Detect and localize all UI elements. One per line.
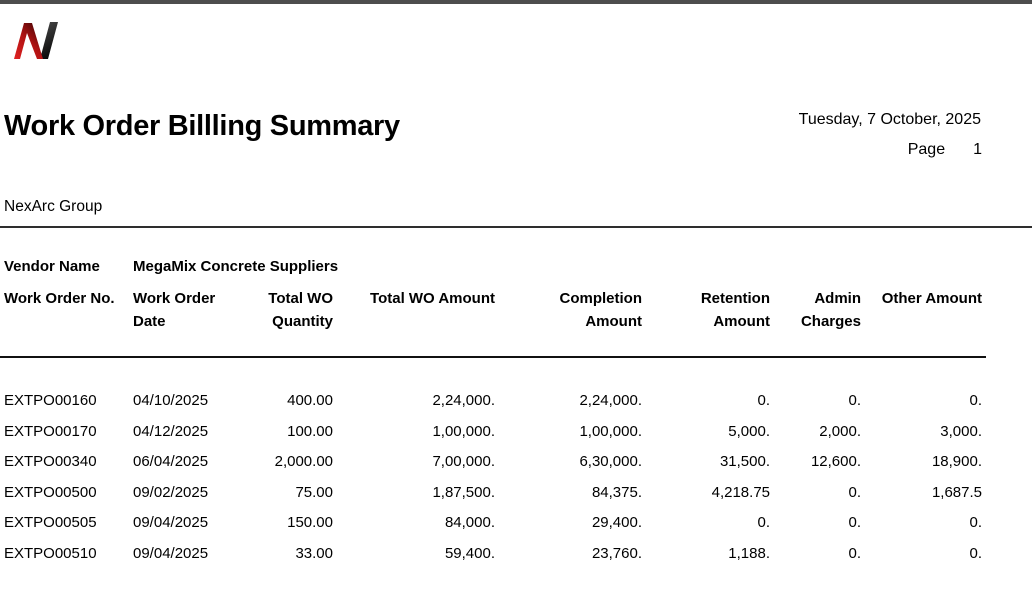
cell-work-order-no: EXTPO00510 — [4, 544, 97, 562]
table-row: EXTPO00340 06/04/2025 2,000.00 7,00,000.… — [4, 447, 982, 478]
report-title: Work Order Billling Summary — [4, 110, 400, 142]
cell-other-amount: 3,000. — [940, 422, 982, 440]
cell-work-order-date: 09/02/2025 — [133, 483, 209, 501]
page-label: Page — [907, 141, 946, 158]
company-divider — [0, 226, 1032, 228]
vendor-name-label: Vendor Name — [4, 258, 100, 275]
cell-admin-charges: 0. — [848, 483, 861, 501]
cell-total-wo-quantity: 150.00 — [287, 514, 333, 532]
cell-completion-amount: 23,760. — [591, 544, 642, 562]
col-header-completion-amount: Completion Amount — [559, 290, 643, 330]
cell-work-order-no: EXTPO00340 — [4, 453, 97, 471]
cell-retention-amount: 4,218.75 — [711, 483, 770, 501]
cell-completion-amount: 84,375. — [591, 483, 642, 501]
cell-total-wo-amount: 2,24,000. — [432, 392, 495, 409]
cell-admin-charges: 12,600. — [810, 453, 861, 471]
col-header-admin-charges: Admin Charges — [800, 290, 861, 330]
cell-work-order-no: EXTPO00500 — [4, 483, 97, 501]
page-indicator: Page 1 — [908, 141, 982, 159]
cell-work-order-no: EXTPO00505 — [4, 514, 97, 532]
cell-total-wo-quantity: 33.00 — [295, 544, 333, 562]
vendor-name-value: MegaMix Concrete Suppliers — [133, 258, 339, 275]
cell-total-wo-quantity: 75.00 — [295, 483, 333, 501]
cell-work-order-date: 09/04/2025 — [133, 544, 209, 562]
table-header-row: Work Order No. Work Order Date Total WO … — [4, 287, 982, 333]
table-row: EXTPO00160 04/10/2025 400.00 2,24,000. 2… — [4, 386, 982, 417]
col-header-other-amount: Other Amount — [881, 290, 982, 307]
cell-completion-amount: 6,30,000. — [579, 453, 642, 471]
cell-total-wo-quantity: 2,000.00 — [274, 453, 333, 471]
cell-other-amount: 0. — [969, 514, 982, 532]
cell-retention-amount: 1,188. — [728, 544, 770, 562]
cell-total-wo-quantity: 100.00 — [287, 422, 333, 440]
cell-admin-charges: 0. — [848, 392, 861, 409]
cell-work-order-date: 04/10/2025 — [133, 392, 209, 409]
cell-total-wo-amount: 1,00,000. — [432, 422, 495, 440]
report-date: Tuesday, 7 October, 2025 — [798, 111, 981, 128]
cell-completion-amount: 29,400. — [591, 514, 642, 532]
cell-total-wo-quantity: 400.00 — [287, 392, 333, 409]
cell-admin-charges: 2,000. — [819, 422, 861, 440]
table-row: EXTPO00510 09/04/2025 33.00 59,400. 23,7… — [4, 539, 982, 570]
col-header-work-order-date: Work Order Date — [133, 290, 216, 330]
top-border-bar — [0, 0, 1032, 4]
cell-work-order-date: 06/04/2025 — [133, 453, 209, 471]
cell-work-order-no: EXTPO00160 — [4, 392, 97, 409]
cell-other-amount: 0. — [969, 544, 982, 562]
header-divider — [0, 356, 986, 358]
cell-work-order-no: EXTPO00170 — [4, 422, 97, 440]
table-body: EXTPO00160 04/10/2025 400.00 2,24,000. 2… — [4, 386, 982, 570]
cell-work-order-date: 09/04/2025 — [133, 514, 209, 532]
cell-total-wo-amount: 84,000. — [444, 514, 495, 532]
company-name: NexArc Group — [4, 198, 103, 215]
col-header-work-order-no: Work Order No. — [4, 290, 115, 307]
cell-total-wo-amount: 7,00,000. — [432, 453, 495, 471]
table-row: EXTPO00170 04/12/2025 100.00 1,00,000. 1… — [4, 417, 982, 448]
cell-retention-amount: 5,000. — [728, 422, 770, 440]
cell-admin-charges: 0. — [848, 514, 861, 532]
cell-retention-amount: 31,500. — [719, 453, 770, 471]
cell-work-order-date: 04/12/2025 — [133, 422, 209, 440]
cell-other-amount: 1,687.5 — [931, 483, 982, 501]
page-number: 1 — [973, 141, 982, 158]
col-header-retention-amount: Retention Amount — [700, 290, 770, 330]
col-header-total-wo-quantity: Total WO Quantity — [268, 290, 333, 330]
cell-admin-charges: 0. — [848, 544, 861, 562]
cell-total-wo-amount: 1,87,500. — [432, 483, 495, 501]
col-header-total-wo-amount: Total WO Amount — [370, 290, 495, 307]
cell-retention-amount: 0. — [757, 514, 770, 532]
vendor-row: Vendor Name MegaMix Concrete Suppliers — [4, 258, 338, 275]
table-row: EXTPO00505 09/04/2025 150.00 84,000. 29,… — [4, 508, 982, 539]
cell-total-wo-amount: 59,400. — [444, 544, 495, 562]
cell-other-amount: 0. — [969, 392, 982, 409]
table-row: EXTPO00500 09/02/2025 75.00 1,87,500. 84… — [4, 478, 982, 509]
cell-completion-amount: 2,24,000. — [579, 392, 642, 409]
cell-other-amount: 18,900. — [931, 453, 982, 471]
company-logo-icon — [14, 22, 58, 59]
cell-completion-amount: 1,00,000. — [579, 422, 642, 440]
cell-retention-amount: 0. — [757, 392, 770, 409]
